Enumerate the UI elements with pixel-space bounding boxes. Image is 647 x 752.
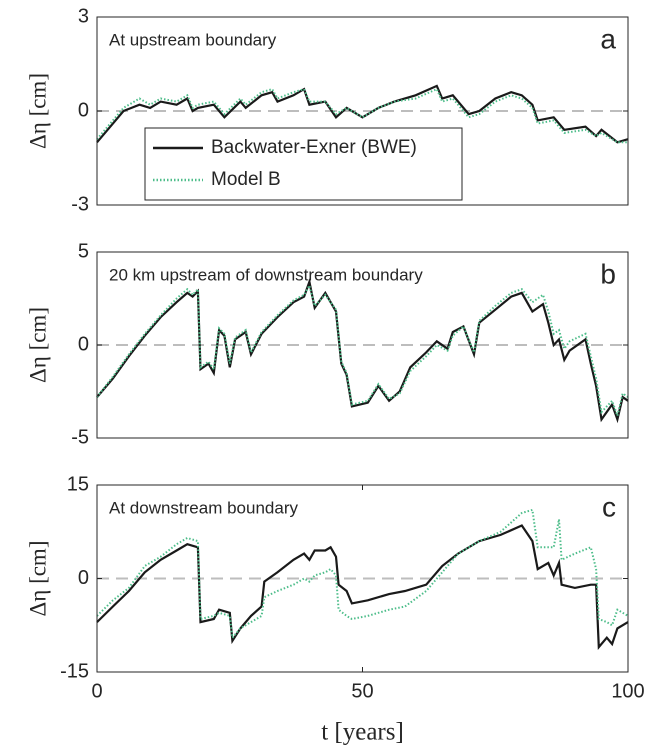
y-tick-label: 5	[78, 240, 89, 262]
legend-label: Backwater-Exner (BWE)	[211, 137, 417, 158]
y-tick-label: -5	[71, 426, 89, 448]
y-tick-label: 0	[78, 333, 89, 355]
y-axis-label: Δη [cm]	[25, 541, 50, 617]
panel-label: a	[600, 23, 616, 54]
y-axis-label: Δη [cm]	[25, 73, 50, 149]
y-tick-label: 0	[78, 99, 89, 121]
x-tick-label: 50	[351, 680, 373, 702]
y-tick-label: 0	[78, 567, 89, 589]
x-tick-label: 0	[91, 680, 102, 702]
x-tick-label: 100	[611, 680, 644, 702]
annotation: 20 km upstream of downstream boundary	[109, 265, 423, 284]
panel-label: b	[600, 258, 616, 289]
series-line	[96, 524, 629, 650]
series-line	[96, 508, 629, 641]
x-axis-label: t [years]	[321, 719, 404, 746]
series-line	[96, 282, 629, 420]
annotation: At upstream boundary	[109, 30, 277, 49]
y-tick-label: 15	[67, 473, 89, 495]
annotation: At downstream boundary	[109, 498, 298, 517]
legend-label: Model B	[211, 169, 281, 190]
y-tick-label: -15	[60, 660, 89, 682]
y-tick-label: 3	[78, 5, 89, 27]
y-tick-label: -3	[71, 193, 89, 215]
legend-box	[144, 127, 463, 201]
series-line	[96, 277, 629, 424]
y-axis-label: Δη [cm]	[25, 307, 50, 383]
legend: Backwater-Exner (BWE) Model B	[144, 127, 463, 201]
series-line	[96, 84, 629, 144]
panel-label: c	[602, 491, 616, 522]
